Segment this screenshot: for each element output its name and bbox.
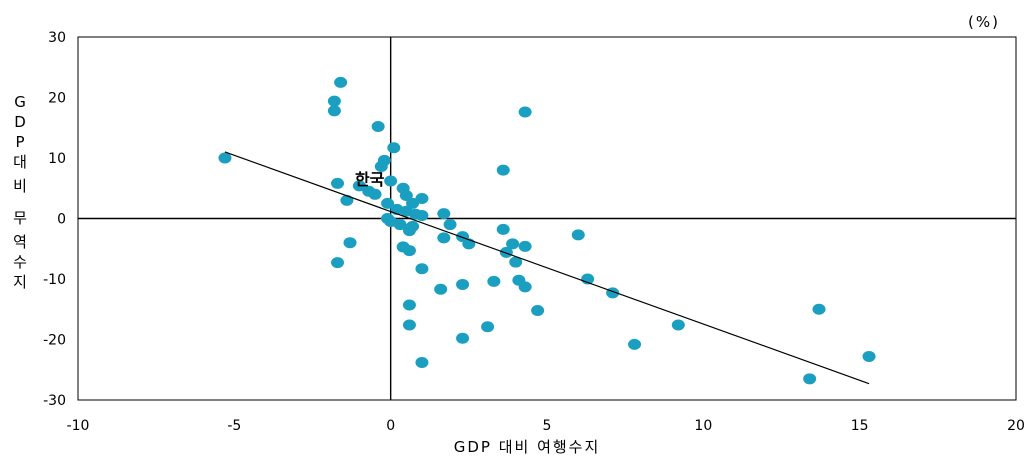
data-point	[628, 338, 642, 350]
y-axis-label-char: 수	[13, 253, 27, 271]
data-point	[456, 278, 470, 290]
unit-label: (%)	[968, 13, 1000, 31]
x-tick-labels: -10 -5 0 5 10 15 20	[67, 418, 1025, 434]
y-tick-label: -20	[43, 333, 66, 349]
data-point	[387, 142, 401, 154]
data-point	[406, 197, 420, 209]
y-tick-label: 0	[57, 212, 66, 228]
data-point	[456, 332, 470, 344]
y-axis-label-char: P	[15, 133, 24, 151]
data-point	[571, 229, 585, 241]
x-tick-label: 20	[1007, 418, 1025, 434]
y-axis-label-char: D	[14, 113, 26, 131]
data-point	[415, 209, 429, 221]
y-tick-label: 10	[48, 151, 66, 167]
x-axis-label: GDP 대비 여행수지	[454, 438, 601, 456]
y-tick-label: 20	[48, 91, 66, 107]
data-point	[506, 238, 520, 250]
x-tick-label: 0	[386, 418, 395, 434]
data-point	[499, 246, 513, 258]
y-axis-label-char: 무	[13, 209, 27, 227]
data-point	[487, 275, 501, 287]
data-point	[415, 263, 429, 275]
data-point	[509, 256, 523, 268]
y-tick-label: -10	[43, 272, 66, 288]
data-point	[327, 105, 341, 117]
data-point	[434, 283, 448, 295]
data-point	[496, 223, 510, 235]
data-point	[518, 106, 532, 118]
x-tick-label: -5	[227, 418, 241, 434]
y-tick-label: 30	[48, 30, 66, 46]
data-point	[340, 194, 354, 206]
data-point	[393, 219, 407, 231]
data-point	[496, 164, 510, 176]
data-point	[803, 373, 817, 385]
data-point	[384, 175, 398, 187]
data-point	[327, 95, 341, 107]
data-point	[402, 245, 416, 257]
data-point	[343, 237, 357, 249]
data-point	[402, 319, 416, 331]
data-point	[331, 257, 345, 269]
data-point	[415, 356, 429, 368]
data-point	[531, 304, 545, 316]
data-point	[443, 219, 457, 231]
y-axis-label-char: 대	[13, 153, 27, 171]
data-point	[437, 208, 451, 220]
data-point	[352, 180, 366, 192]
data-point	[368, 188, 382, 200]
y-tick-label: -30	[43, 393, 66, 409]
x-tick-label: 5	[543, 418, 552, 434]
y-axis-label-char: G	[14, 93, 26, 111]
data-point	[381, 197, 395, 209]
x-tick-label: 15	[851, 418, 869, 434]
data-point	[218, 152, 232, 164]
data-point	[481, 321, 495, 333]
data-point	[671, 319, 685, 331]
data-point	[437, 232, 451, 244]
x-tick-label: 10	[694, 418, 712, 434]
data-point	[518, 281, 532, 293]
x-tick-label: -10	[67, 418, 90, 434]
data-point	[374, 160, 388, 172]
data-point	[402, 299, 416, 311]
y-axis-label-char: 역	[13, 233, 27, 251]
data-point	[812, 303, 826, 315]
y-tick-labels: 30 20 10 0 -10 -20 -30	[43, 30, 66, 409]
data-point	[334, 76, 348, 88]
data-point	[399, 190, 413, 202]
data-point	[406, 220, 420, 232]
data-point	[862, 350, 876, 362]
data-point	[518, 240, 532, 252]
data-point	[415, 193, 429, 205]
y-axis-label-char: 비	[13, 177, 27, 195]
data-point	[331, 177, 345, 189]
trend-line	[224, 151, 870, 385]
data-points	[218, 76, 876, 385]
y-axis-label-char: 지	[13, 273, 27, 291]
annotation-korea: 한국	[355, 170, 385, 189]
data-point	[371, 121, 385, 133]
